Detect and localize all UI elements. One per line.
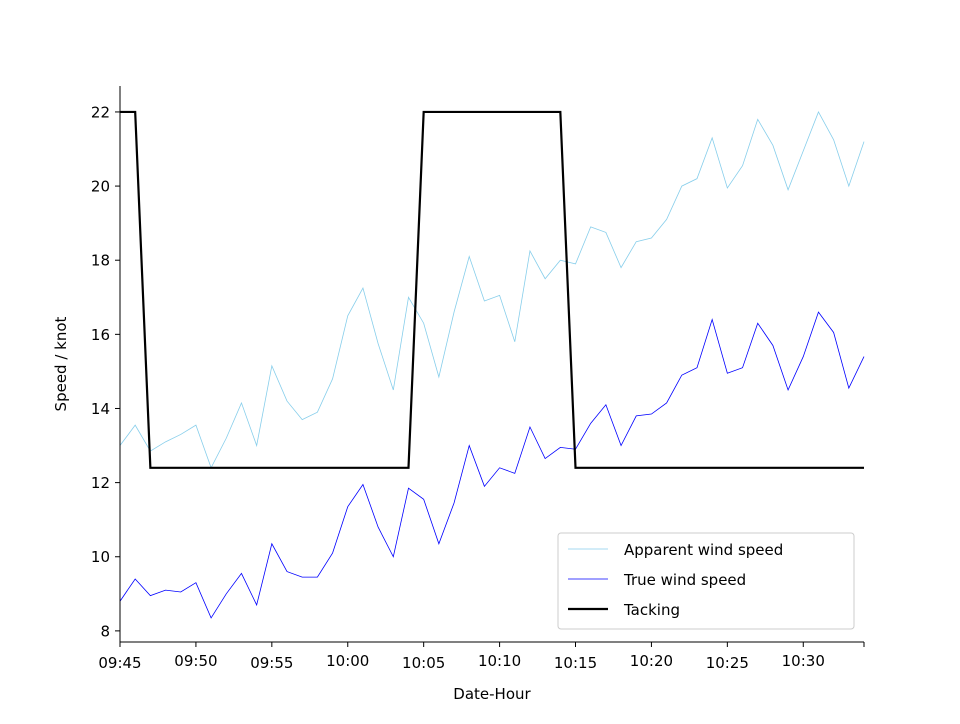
legend-box <box>557 532 855 630</box>
x-tick-label: 09:50 <box>174 652 217 670</box>
x-tick-label: 09:45 <box>98 654 141 672</box>
y-ticks: 8 10 12 14 16 18 20 22 <box>91 103 120 640</box>
legend-label: Apparent wind speed <box>624 541 783 559</box>
x-tick-label: 10:20 <box>630 652 673 670</box>
axes-layer: 8 10 12 14 16 18 20 22 09:45 09:50 09:55 10:00 10:0… <box>91 86 865 672</box>
x-tick-label: 10:25 <box>706 654 749 672</box>
legend-label: Tacking <box>623 601 680 619</box>
x-ticks: 09:45 09:50 09:55 10:00 10:05 10:10 10:15 10:20… <box>98 642 865 672</box>
y-tick-label: 14 <box>91 400 110 418</box>
y-tick-label: 8 <box>100 622 110 640</box>
y-tick-label: 16 <box>91 326 110 344</box>
true-wind-speed-line <box>119 311 865 619</box>
y-tick-label: 18 <box>91 252 110 270</box>
y-tick-label: 20 <box>91 178 110 196</box>
x-tick-label: 10:10 <box>478 652 521 670</box>
x-axis-label: Date-Hour <box>453 685 531 703</box>
x-tick-label: 10:15 <box>554 654 597 672</box>
legend-label: True wind speed <box>623 571 746 589</box>
y-tick-label: 22 <box>91 103 110 121</box>
legend: Apparent wind speed True wind speed Tackin… <box>557 532 855 630</box>
x-tick-label: 09:55 <box>250 654 293 672</box>
y-axis-label: Speed / knot <box>52 316 70 411</box>
y-tick-label: 12 <box>91 474 110 492</box>
apparent-wind-speed-line <box>119 111 865 469</box>
x-tick-label: 10:05 <box>402 654 445 672</box>
x-tick-label: 10:30 <box>782 652 825 670</box>
y-tick-label: 10 <box>91 548 110 566</box>
x-tick-label: 10:00 <box>326 652 369 670</box>
series-layer <box>119 110 865 619</box>
tacking-line <box>120 110 864 469</box>
